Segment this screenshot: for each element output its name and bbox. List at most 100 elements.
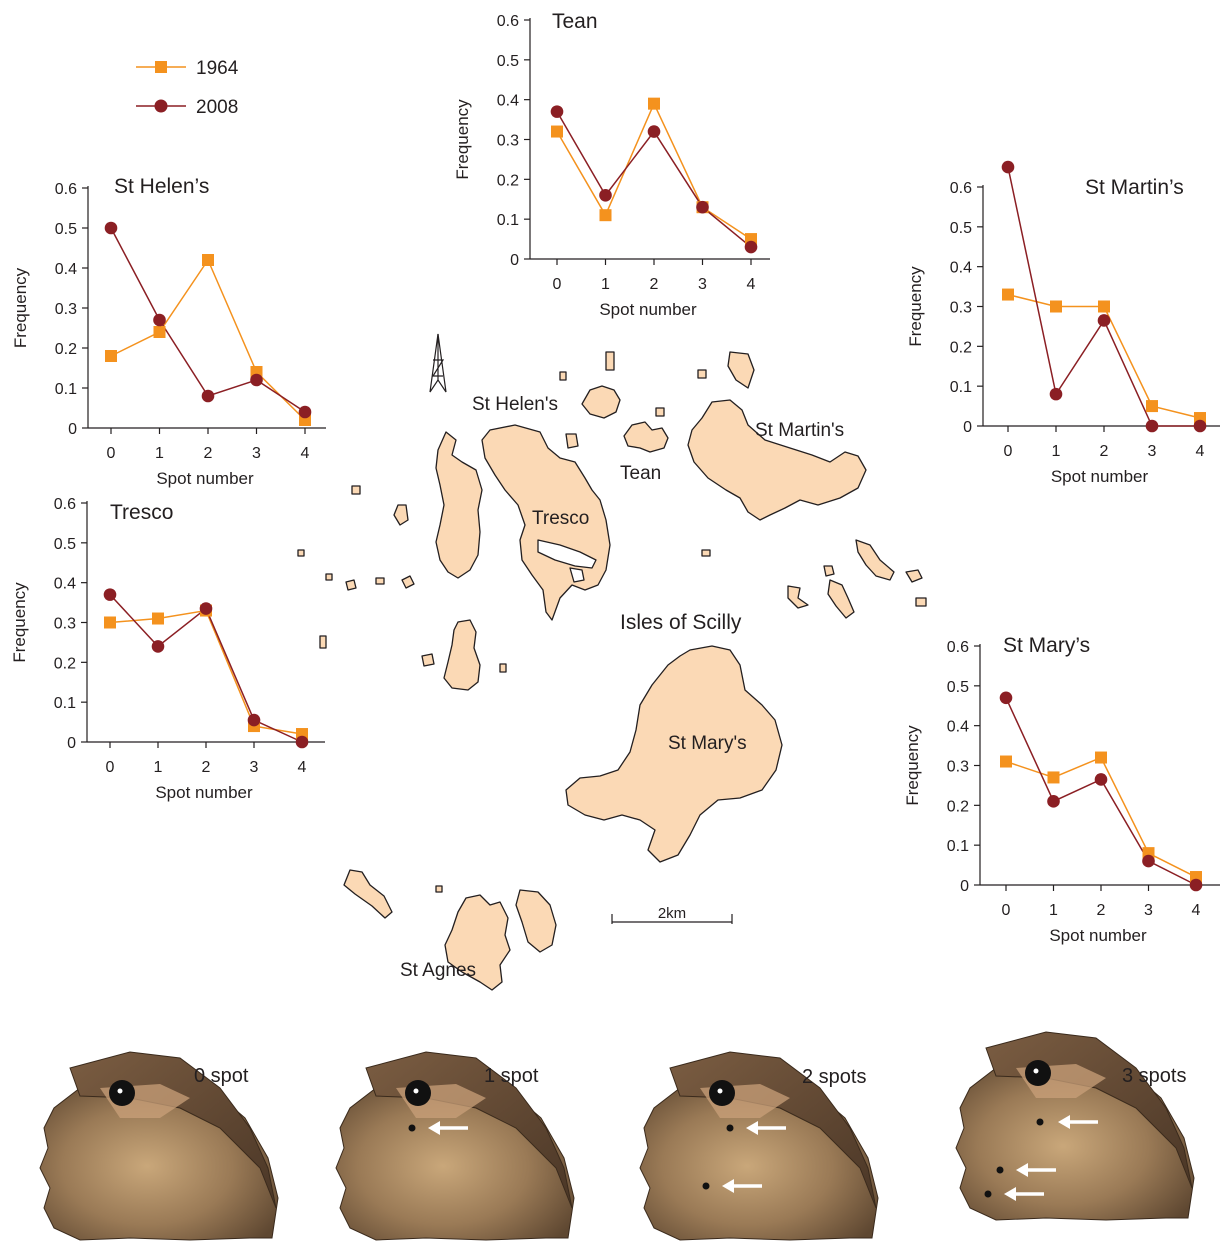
series-line-2008 [1005, 697, 1197, 886]
eyespot-highlight [117, 1088, 123, 1094]
chart-tresco: Tresco 0 0.1 0.2 0.3 0.4 0.5 0.6 0 1 2 3 4 Spot numbe… [10, 496, 325, 802]
chart-title: St Martin’s [1085, 176, 1184, 199]
point-1964 [1050, 300, 1062, 313]
arrow-head-icon [1004, 1187, 1016, 1201]
hindwing-spot [1036, 1118, 1044, 1126]
y-tick-label: 0.4 [497, 93, 519, 110]
y-tick-label: 0.1 [54, 695, 76, 712]
island-bryher [435, 431, 483, 579]
point-2008 [1001, 160, 1015, 174]
y-tick-label: 0.3 [947, 759, 969, 776]
point-1964 [1047, 771, 1060, 784]
y-tick-label: 0.6 [54, 496, 76, 513]
eyespot-icon [709, 1080, 735, 1106]
rock-18 [435, 885, 443, 893]
map [297, 351, 927, 991]
rock-10 [655, 407, 665, 417]
point-2008 [298, 405, 312, 419]
rock-12 [499, 663, 507, 673]
point-2008 [295, 735, 309, 749]
eyespot-icon [109, 1080, 135, 1106]
point-1964 [152, 612, 164, 625]
x-tick-label: 4 [298, 759, 307, 776]
y-axis-label: Frequency [11, 267, 30, 348]
arrow-head-icon [746, 1121, 758, 1135]
x-tick-label: 1 [155, 445, 164, 462]
point-2008 [103, 588, 117, 601]
point-1964 [153, 326, 166, 338]
point-1964 [648, 97, 660, 110]
y-tick-label: 0.1 [950, 379, 972, 396]
y-tick-label: 0.6 [497, 13, 519, 30]
x-tick-label: 1 [1049, 902, 1058, 919]
rock-13 [325, 573, 333, 581]
y-tick-label: 0.2 [950, 339, 972, 356]
rock-17 [559, 371, 567, 381]
arrow-head-icon [428, 1121, 440, 1135]
tresco-pool-small [569, 567, 585, 583]
chart-title: St Helen’s [114, 175, 209, 198]
chart-tean: Tean 0 0.1 0.2 0.3 0.4 0.5 0.6 0 1 2 3 4 Spot number F… [453, 10, 770, 319]
y-tick-label: 0.5 [55, 221, 77, 238]
legend-label-1964: 1964 [196, 58, 239, 79]
y-tick-label: 0.2 [54, 655, 76, 672]
point-2008 [1193, 419, 1207, 433]
point-2008 [1094, 773, 1108, 786]
island-east-5 [823, 565, 835, 577]
scale-bar-label: 2km [658, 905, 686, 922]
y-tick-label: 0.5 [497, 53, 519, 70]
rock-8 [605, 351, 615, 371]
rock-11 [701, 549, 711, 557]
x-tick-label: 0 [1002, 902, 1011, 919]
north-arrow-icon [429, 333, 447, 393]
legend-entry-1964: 1964 [136, 58, 239, 79]
x-tick-label: 1 [601, 276, 610, 293]
x-tick-label: 2 [202, 759, 211, 776]
point-2008 [696, 200, 709, 214]
hindwing-spot [702, 1182, 710, 1190]
y-tick-label: 0.6 [947, 639, 969, 656]
x-tick-label: 1 [154, 759, 163, 776]
chart-st-helens: St Helen’s 0 0.1 0.2 0.3 0.4 0.5 0.6 0 1 2 3 4 Spot n… [11, 175, 326, 488]
eyespot-highlight [717, 1088, 723, 1094]
scale-bar: 2km [611, 905, 733, 924]
island-st-marys [565, 645, 783, 863]
point-2008 [999, 691, 1013, 705]
x-tick-label: 3 [252, 445, 261, 462]
x-tick-label: 3 [250, 759, 259, 776]
y-tick-label: 0.4 [947, 719, 969, 736]
y-tick-label: 0.2 [947, 798, 969, 815]
legend: 1964 2008 [136, 58, 239, 118]
y-axis-label: Frequency [10, 582, 29, 663]
island-st-martins [687, 399, 867, 521]
y-tick-label: 0.2 [497, 172, 519, 189]
rock-14 [375, 577, 385, 585]
point-1964 [1098, 300, 1110, 313]
y-tick-label: 0.1 [947, 838, 969, 855]
point-1964 [1095, 751, 1107, 764]
point-2008 [1049, 387, 1063, 401]
map-label-st-martins: St Martin's [755, 420, 844, 441]
y-axis-label: Frequency [453, 99, 472, 180]
y-tick-label: 0.3 [55, 301, 77, 318]
y-tick-label: 0.3 [54, 616, 76, 633]
point-2008 [250, 373, 263, 387]
x-tick-label: 2 [1100, 443, 1109, 460]
hindwing-spot [984, 1190, 992, 1198]
point-1964 [105, 350, 117, 362]
island-st-agnes [444, 894, 511, 991]
x-tick-label: 4 [1196, 443, 1205, 460]
island-east-3 [905, 569, 923, 583]
y-tick-label: 0.4 [55, 261, 77, 278]
hindwing-spot [996, 1166, 1004, 1174]
x-tick-label: 2 [1097, 902, 1106, 919]
x-axis-label: Spot number [1051, 467, 1149, 486]
x-tick-label: 3 [698, 276, 707, 293]
x-tick-label: 3 [1148, 443, 1157, 460]
chart-title: Tresco [110, 501, 173, 524]
hindwing-spot [726, 1124, 734, 1132]
x-tick-label: 2 [204, 445, 213, 462]
rock-4 [345, 579, 357, 591]
point-2008 [1189, 878, 1203, 892]
point-2008 [1097, 314, 1111, 327]
